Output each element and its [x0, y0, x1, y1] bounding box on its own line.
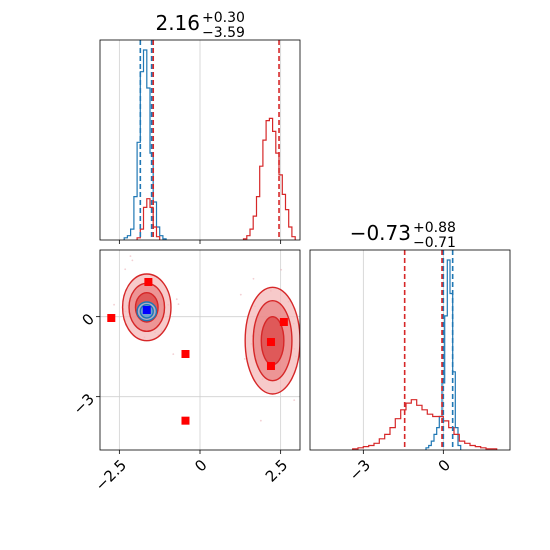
joint-y-tick-label: 0 [79, 310, 98, 329]
joint-panel: −2.5 0 2.5 −3 0 [70, 249, 309, 495]
marginal-x-title: 2.16 [155, 11, 200, 35]
joint-marker-red [266, 338, 275, 346]
marginal-x-grid [118, 40, 282, 240]
joint-marker-red [266, 362, 275, 370]
joint-y-tick-label: −3 [70, 390, 98, 418]
marginal-x-ticks [118, 240, 282, 244]
marginal-y-tick-label: 0 [435, 456, 454, 475]
joint-marker-blue [142, 306, 151, 314]
joint-sample-dot [252, 277, 255, 280]
joint-marker-red [181, 350, 190, 358]
marginal-x-title-minus: −3.59 [202, 25, 245, 41]
joint-x-tick-label: −2.5 [92, 456, 130, 494]
marginal-x-series-0-histogram [123, 49, 167, 240]
joint-sample-dot [239, 293, 242, 296]
joint-sample-dot [172, 353, 175, 356]
marginal-y-tick-label: −3 [346, 456, 374, 484]
joint-sample-dot [301, 350, 303, 352]
joint-sample-dot [113, 303, 115, 306]
joint-x-tick-label: 0 [191, 456, 210, 475]
marginal-y-title-plus: +0.88 [413, 220, 456, 236]
marginal-y-ticks: −3 0 [346, 450, 454, 484]
marginal-y-frame [309, 249, 511, 451]
joint-sample-dot [124, 268, 127, 271]
joint-sample-dot [177, 303, 180, 305]
marginal-y-quantile-lines [403, 250, 454, 450]
marginal-y-title-minus: −0.71 [413, 235, 456, 251]
joint-sample-dot [243, 358, 246, 360]
joint-sample-dot [131, 259, 134, 262]
marginal-x-panel: 2.16 +0.30 −3.59 [99, 10, 301, 244]
marginal-y-series-1-histogram [352, 399, 498, 450]
joint-marker-red [181, 416, 190, 425]
joint-marker-red [279, 318, 288, 326]
marginal-x-title-plus: +0.30 [202, 10, 245, 26]
joint-sample-dot [307, 257, 309, 259]
marginal-y-title: −0.73 [350, 221, 411, 245]
joint-marker-red [144, 278, 153, 286]
joint-marker-red [107, 314, 116, 322]
joint-markers [107, 278, 288, 425]
joint-x-tick-label: 2.5 [262, 456, 292, 486]
joint-sample-dot [175, 298, 178, 301]
joint-sample-dot [304, 264, 306, 266]
marginal-x-quantile-lines [139, 40, 280, 240]
joint-sample-dot [129, 255, 132, 258]
joint-sample-dot [259, 419, 262, 422]
joint-sample-dot [280, 268, 283, 271]
joint-sample-dot [293, 399, 296, 402]
marginal-y-panel: −3 0 −0.73 +0.88 −0.71 [309, 220, 511, 484]
